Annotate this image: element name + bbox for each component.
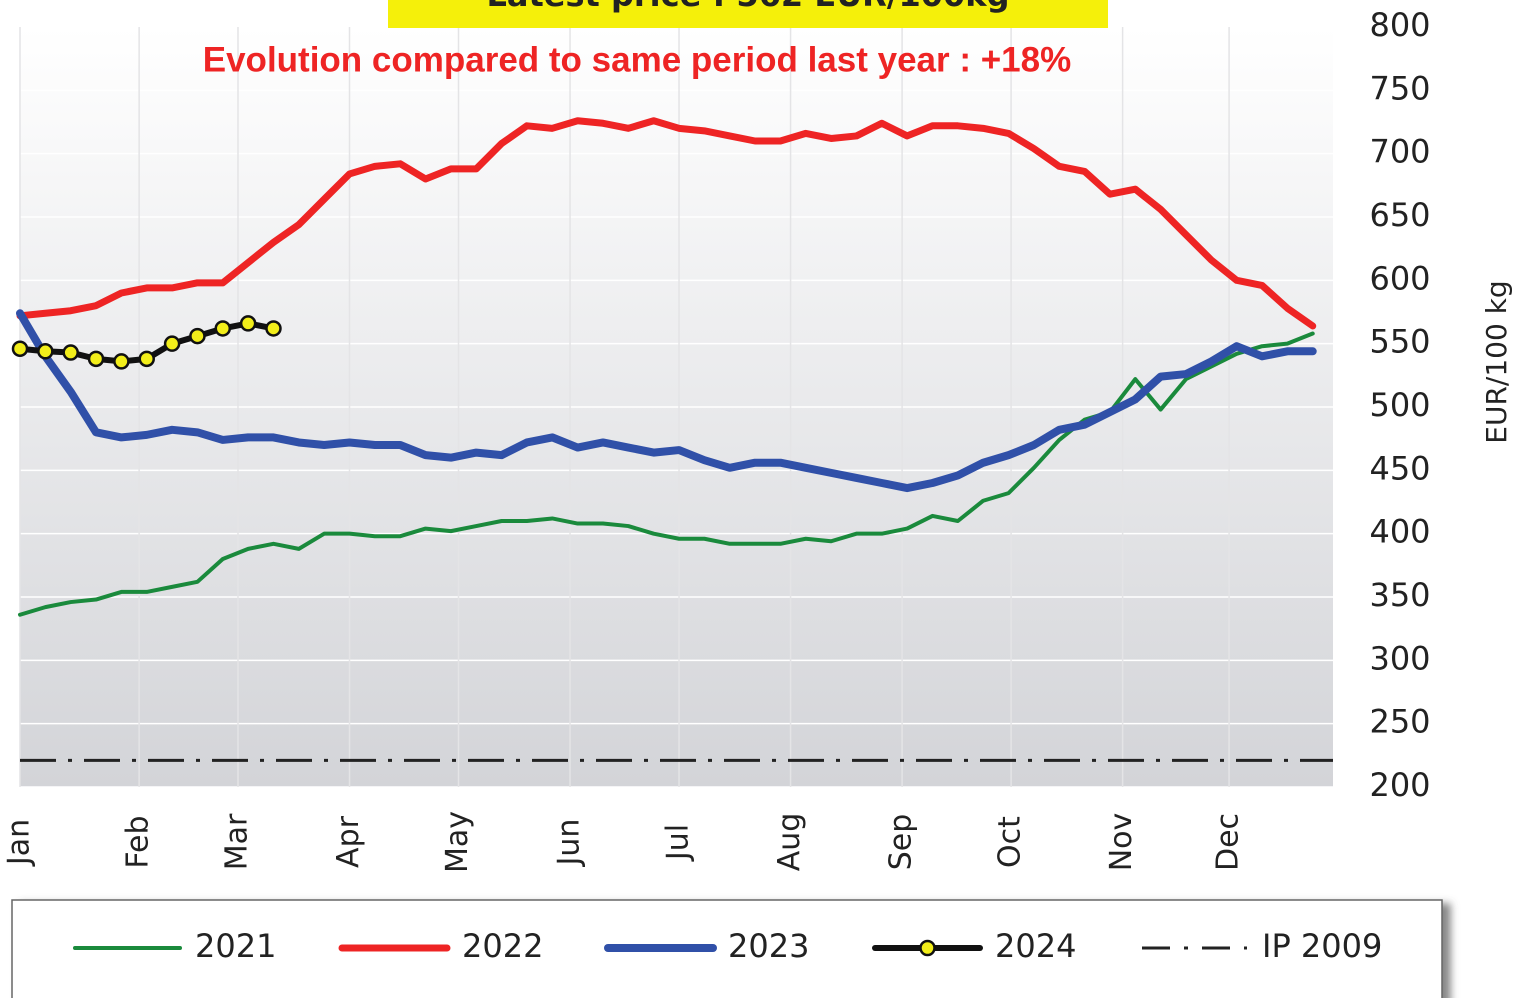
y-tick-label: 650 [1369,196,1430,234]
legend-label: 2023 [728,927,809,965]
x-tick-label: Jun [552,819,587,868]
y-tick-label: 550 [1369,323,1430,361]
x-tick-label: Feb [121,815,156,868]
y-tick-label: 500 [1369,386,1430,424]
series-marker [163,335,181,352]
y-tick-label: 200 [1369,766,1430,804]
x-tick-label: Oct [993,816,1028,868]
series-line [16,117,1317,330]
legend-marker [919,939,936,957]
x-tick-label: Jan [2,819,37,867]
x-tick-label: Sep [884,814,919,871]
series-marker [11,340,29,357]
title-box [388,0,1108,28]
series-marker [189,327,206,345]
series-marker [37,343,54,360]
series-line [16,309,1317,493]
y-tick-label: 600 [1369,259,1430,297]
y-axis-label: EUR/100 kg [1480,280,1513,443]
legend-label: 2024 [995,927,1076,965]
legend-label: 2022 [462,927,543,965]
grid [19,26,1333,788]
series-marker [239,315,257,332]
y-tick-label: 250 [1369,703,1430,741]
x-tick-label: Dec [1211,813,1246,871]
y-tick-label: 750 [1369,69,1430,107]
x-tick-label: Jul [661,824,696,862]
lines [11,117,1333,762]
y-tick-label: 700 [1369,133,1430,171]
y-tick-label: 800 [1369,6,1430,44]
x-tick-label: Apr [331,815,366,868]
legend-label: 2021 [195,927,276,965]
chart-subtitle: Evolution compared to same period last y… [203,40,1071,79]
x-tick-label: Aug [772,813,807,872]
y-tick-label: 450 [1369,449,1430,487]
y-tick-label: 300 [1369,639,1430,677]
y-tick-label: 350 [1369,576,1430,614]
legend: 2021 2022 2023 2024 IP 2009 [73,927,1382,965]
series-marker [138,350,155,368]
x-tick-label: Mar [219,813,254,870]
series-marker [113,353,130,370]
series-marker [62,344,79,361]
legend-label: IP 2009 [1262,927,1382,965]
y-tick-label: 400 [1369,513,1430,551]
series-marker [265,320,282,337]
x-tick-label: May [440,811,475,873]
x-tick-label: Nov [1104,813,1139,872]
series-marker [214,320,232,337]
series-marker [87,350,105,368]
